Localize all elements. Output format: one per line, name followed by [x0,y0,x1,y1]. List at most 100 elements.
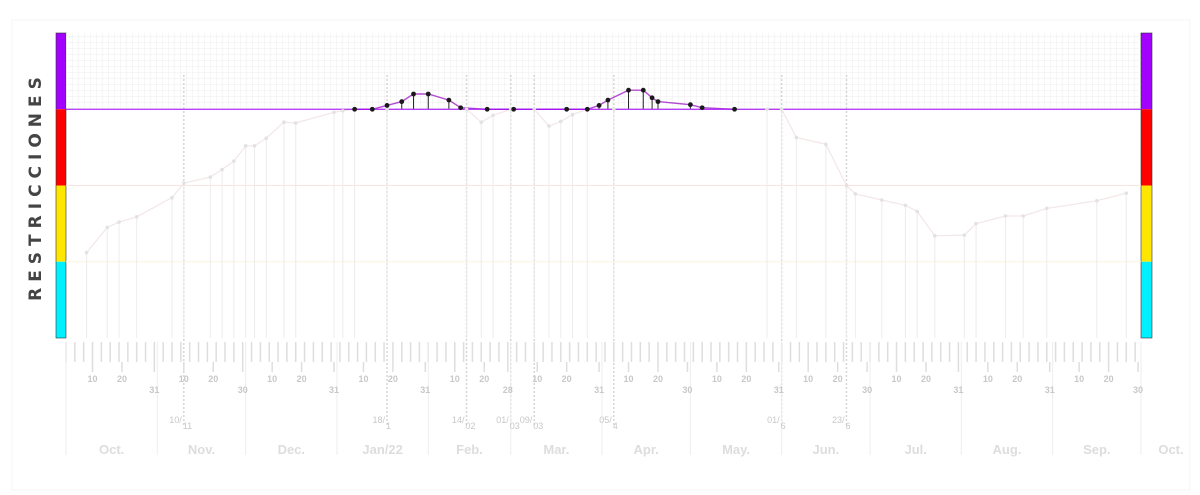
day-tick-label: 20 [833,374,843,384]
data-point [824,142,828,147]
data-point [933,234,937,238]
active-data-point [596,103,602,108]
day-tick-label: 10 [358,374,368,384]
data-point [134,214,139,219]
day-tick-label: 10 [450,374,460,384]
level-bar-left-cyan [56,261,66,338]
day-tick-label: 10 [532,374,542,384]
day-tick-label: 10 [712,374,722,384]
active-data-point [687,102,693,108]
data-point [491,113,495,118]
data-point [612,107,616,112]
day-tick-label: 30 [682,385,692,395]
day-tick-label: 30 [862,385,872,395]
level-bar-right-yellow [1141,185,1152,262]
data-point [915,209,919,214]
top-band-grid [66,33,1141,110]
date-mark-sub: 02 [466,421,476,431]
month-label: Apr. [634,442,659,457]
day-tick-label: 10 [892,374,902,384]
data-point [84,250,89,255]
active-data-point [399,99,405,105]
data-point [1095,198,1099,203]
active-data-point [352,106,358,112]
day-tick-label: 31 [149,385,159,395]
active-data-point [655,99,661,105]
data-point [844,183,849,188]
data-point [208,175,213,179]
series-line [86,108,1127,253]
day-tick-label: 10 [983,374,993,384]
level-bar-right-cyan [1141,261,1152,338]
data-point [293,121,298,125]
data-point [853,192,858,196]
data-point [252,144,257,148]
month-label: Nov. [188,442,215,457]
data-point [232,159,236,163]
month-label: Jun. [812,442,839,457]
day-tick-label: 20 [653,374,663,384]
day-tick-label: 10 [179,374,189,384]
date-mark-label: 23/ [832,415,845,425]
data-point [117,220,121,224]
active-data-point [511,106,517,112]
active-data-point [640,87,646,93]
day-tick-label: 20 [562,374,572,384]
data-point [1003,214,1008,218]
date-mark-sub: 03 [533,421,543,431]
day-tick-label: 20 [297,374,307,384]
month-label: Jul. [904,442,926,457]
date-mark-label: 01/ [496,415,509,425]
data-point [962,233,967,237]
data-point [903,203,908,208]
day-tick-label: 10 [87,374,97,384]
date-mark-sub: 11 [183,421,192,431]
data-point [532,107,537,112]
day-tick-label: 30 [1133,385,1143,395]
active-data-point [384,103,390,108]
month-label: Mar. [543,442,569,457]
date-mark-label: 05/ [599,415,612,425]
day-tick-label: 20 [741,374,751,384]
month-label: Feb. [456,442,483,457]
date-mark-label: 10/ [169,415,182,425]
active-data-point [369,106,375,112]
date-mark-sub: 03 [510,421,520,431]
active-data-point [649,95,655,101]
data-point [182,181,186,186]
data-point [1124,191,1129,195]
data-point [794,135,799,140]
day-tick-label: 31 [1045,385,1055,395]
month-label: Aug. [993,442,1022,457]
data-point [880,198,884,202]
day-tick-label: 10 [803,374,813,384]
day-tick-label: 31 [329,385,339,395]
level-bar-left-purple [56,33,66,110]
active-data-point [584,106,590,112]
data-point [1021,214,1025,218]
month-label: May. [722,442,750,457]
active-data-point [425,91,431,97]
date-mark-label: 01/ [767,415,780,425]
active-data-point [732,106,737,112]
data-point [974,221,978,226]
active-data-point [458,105,464,111]
day-tick-label: 10 [1074,374,1084,384]
y-axis-label: RESTRICCIONES [26,71,46,301]
day-tick-label: 28 [503,385,513,395]
date-mark-label: 09/ [520,415,533,425]
date-mark-label: 18/ [373,415,386,425]
data-point [243,144,248,148]
day-tick-label: 31 [953,385,963,395]
month-label: Jan/22 [362,442,402,457]
data-point [765,107,769,112]
day-tick-label: 20 [479,374,489,384]
day-tick-label: 30 [238,385,248,395]
day-tick-label: 10 [624,374,634,384]
data-point [264,136,269,141]
day-tick-label: 20 [208,374,218,384]
data-point [479,120,484,125]
date-mark-sub: 6 [845,421,850,431]
data-point [385,107,389,112]
day-tick-label: 20 [921,374,931,384]
